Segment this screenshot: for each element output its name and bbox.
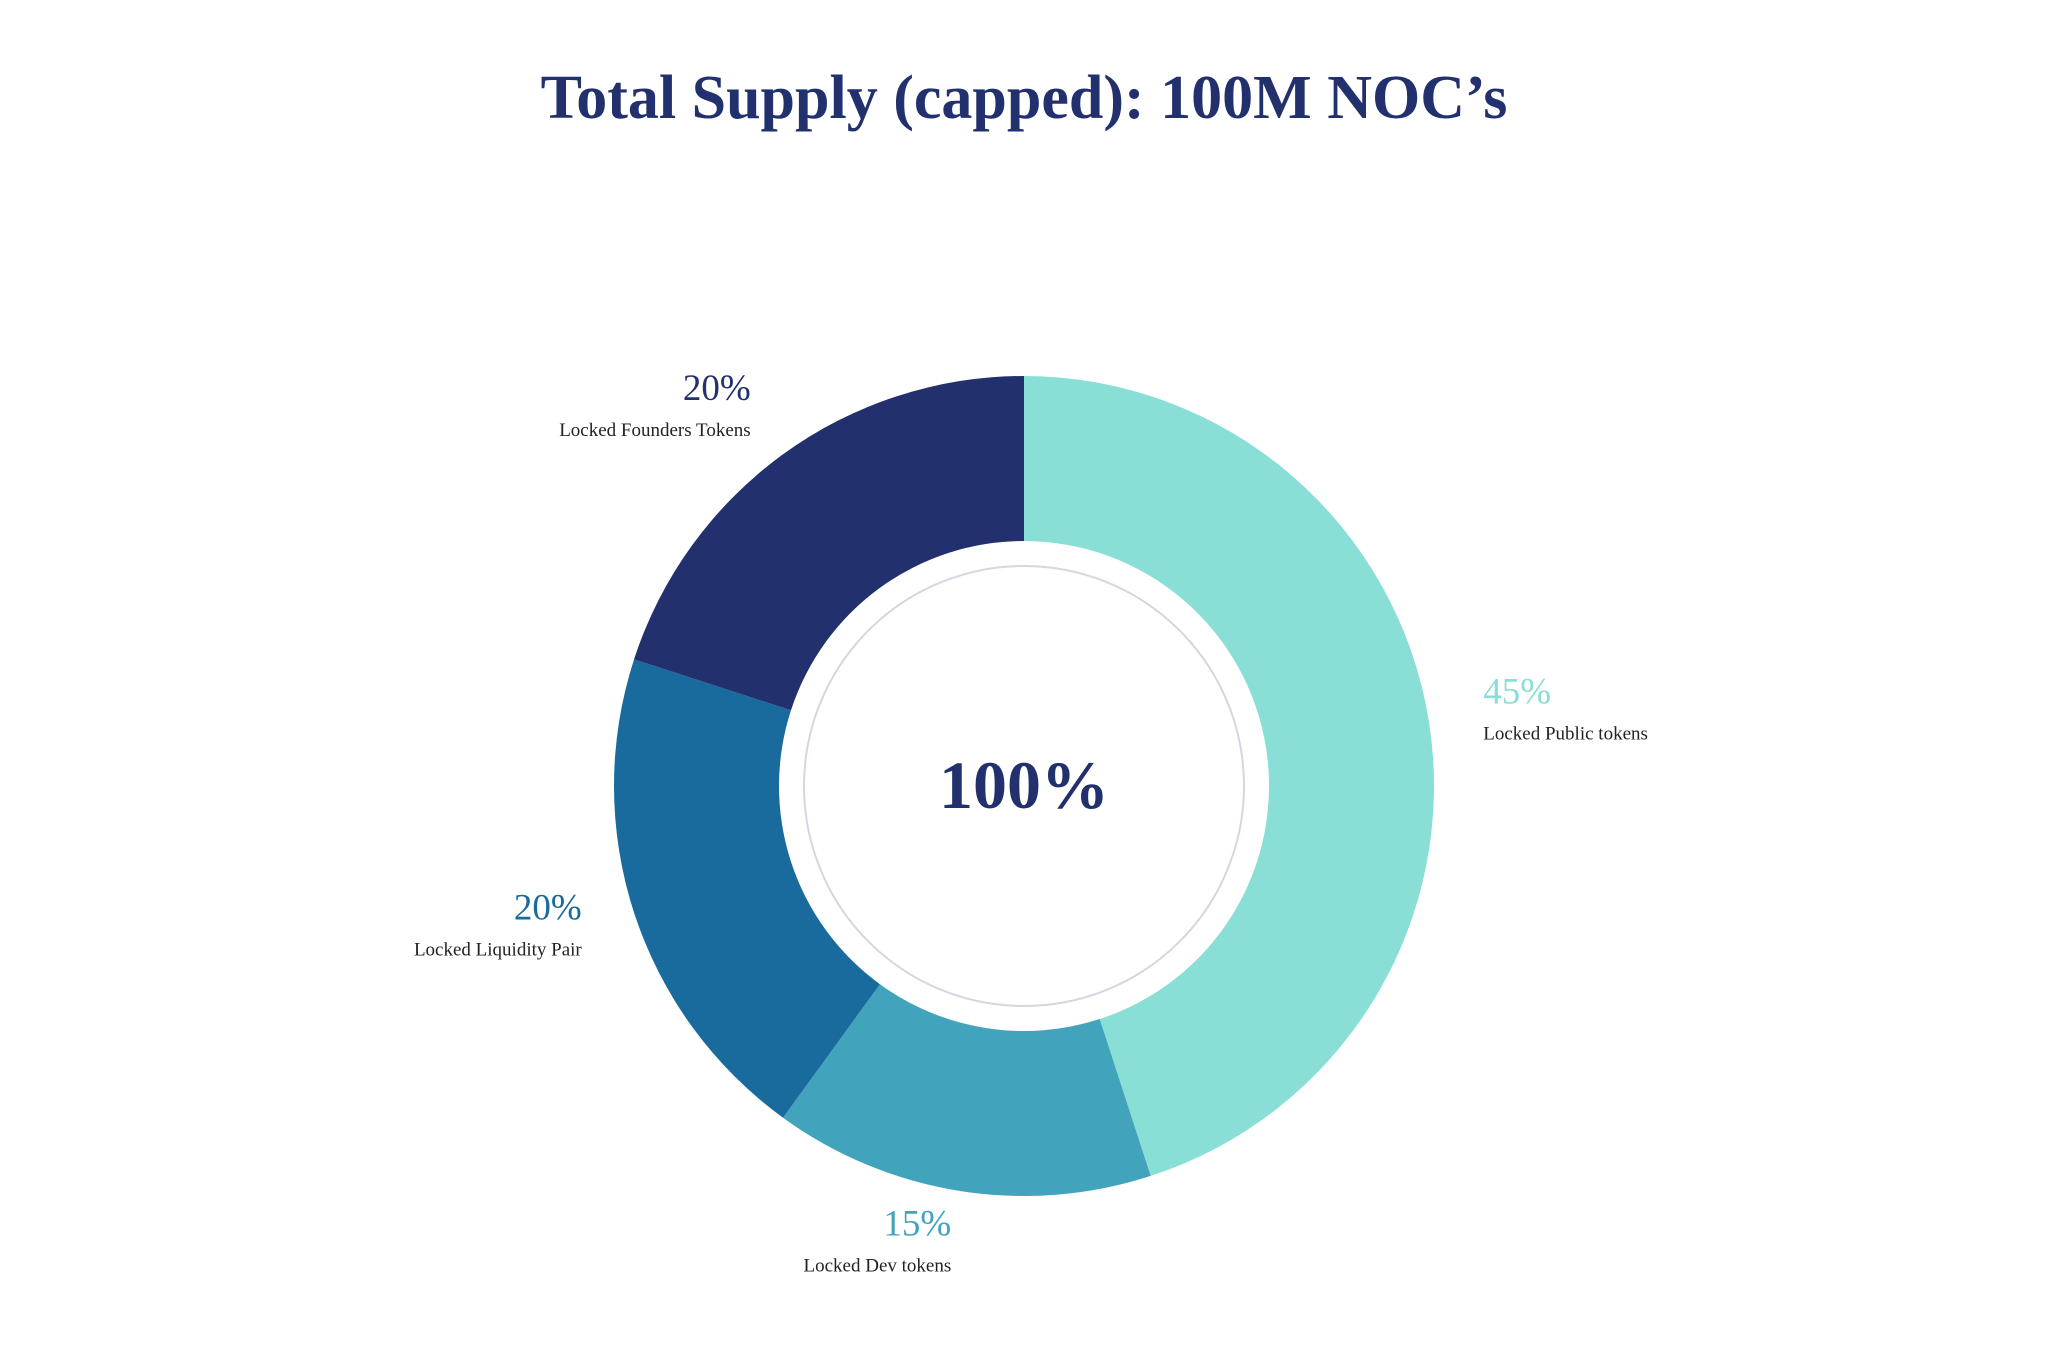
center-value: 100% (939, 747, 1109, 823)
slice-locked-dev-tokens (783, 984, 1151, 1196)
slice-label-locked-founders-tokens: Locked Founders Tokens (559, 420, 750, 441)
slice-percent-locked-public-tokens: 45% (1483, 671, 1551, 712)
slice-locked-founders-tokens (634, 376, 1024, 711)
slice-percent-locked-dev-tokens: 15% (883, 1203, 951, 1244)
slice-locked-liquidity-pair (614, 659, 880, 1118)
slice-label-locked-public-tokens: Locked Public tokens (1483, 723, 1648, 744)
slice-locked-public-tokens (1024, 376, 1434, 1176)
slice-label-locked-liquidity-pair: Locked Liquidity Pair (414, 940, 582, 961)
inner-ring (803, 565, 1245, 1007)
slice-labels: 45% Locked Public tokens 15% Locked Dev tok… (414, 368, 1648, 1276)
slice-percent-locked-liquidity-pair: 20% (514, 888, 582, 929)
slice-label-locked-dev-tokens: Locked Dev tokens (804, 1255, 952, 1276)
chart-title: Total Supply (capped): 100M NOC’s (540, 64, 1508, 132)
donut-slices (614, 376, 1434, 1196)
slice-percent-locked-founders-tokens: 20% (683, 368, 751, 409)
